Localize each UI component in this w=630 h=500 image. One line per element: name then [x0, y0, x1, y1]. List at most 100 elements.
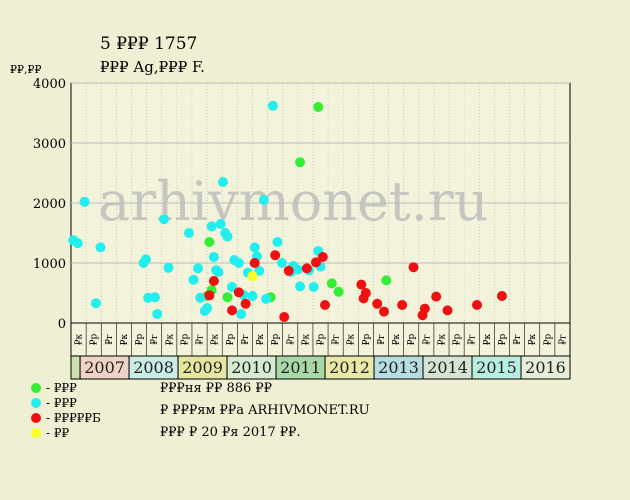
quarter-label: ₽к [347, 333, 357, 345]
data-point [270, 250, 281, 261]
quarter-label-row: ₽к ₽р ₽г ₽к ₽р ₽г ₽к ₽р ₽г ₽к ₽р ₽г ₽к ₽р ₽г ₽к ₽р ₽г ₽к ₽р… [70, 322, 571, 357]
quarter-label: ₽г [377, 334, 387, 345]
data-point [222, 292, 233, 303]
info-line-count: ₽₽₽ня ₽₽ 886 ₽₽ [160, 381, 272, 396]
data-point [204, 290, 215, 301]
quarter-label: ₽р [407, 334, 417, 346]
info-line-source: ₽ ₽₽₽ям ₽₽а ARHIVMONET.RU [160, 403, 370, 418]
year-label: 2015 [476, 358, 517, 377]
quarter-label: ₽г [105, 334, 115, 345]
info-line-date: ₽₽₽ ₽ 20 ₽я 2017 ₽₽. [160, 425, 301, 440]
data-point [202, 303, 213, 313]
data-point [149, 292, 160, 303]
data-point [213, 267, 224, 277]
watermark: arhivmonet.ru [98, 170, 488, 233]
quarter-label: ₽к [392, 333, 402, 345]
data-point [326, 278, 337, 289]
data-point [267, 100, 278, 111]
year-label: 2012 [329, 358, 370, 377]
data-point [261, 294, 272, 304]
data-point [183, 228, 194, 238]
data-point [247, 271, 258, 282]
data-point [240, 298, 251, 309]
data-point [140, 254, 151, 265]
data-point [247, 291, 258, 301]
data-point [158, 214, 169, 225]
data-point [272, 237, 283, 247]
data-point [442, 305, 453, 316]
quarter-label: ₽к [256, 333, 266, 345]
legend-label: - ₽₽ [46, 426, 70, 440]
data-point [195, 292, 206, 303]
year-label: 2009 [182, 358, 223, 377]
data-point [283, 265, 294, 276]
data-point [227, 282, 238, 292]
year-label: 2011 [280, 358, 321, 377]
data-point [233, 258, 244, 268]
data-point [372, 298, 383, 309]
quarter-label: ₽р [271, 334, 281, 346]
quarter-row-frame [70, 322, 571, 357]
data-point [431, 291, 442, 302]
data-point [79, 196, 90, 207]
data-point [206, 221, 217, 232]
quarter-label: ₽к [75, 333, 85, 345]
quarter-label: ₽г [332, 334, 342, 345]
quarter-label: ₽р [543, 334, 553, 346]
quarter-label: ₽г [468, 334, 478, 345]
plot-area: 0 1000 2000 3000 4000 [33, 77, 571, 332]
y-tick-label: 0 [58, 317, 66, 332]
data-point [249, 258, 260, 268]
y-tick-label: 4000 [33, 77, 66, 92]
quarter-label: ₽р [135, 334, 145, 346]
data-point [381, 275, 392, 286]
quarter-label: ₽к [528, 333, 538, 345]
chart-title: 5 ₽₽₽ 1757 [100, 34, 197, 54]
data-point [233, 287, 244, 298]
legend-marker [31, 428, 41, 438]
year-cell [70, 355, 81, 380]
quarter-label: ₽г [286, 334, 296, 345]
quarter-label: ₽к [120, 333, 130, 345]
data-point [356, 279, 367, 290]
legend-marker [31, 413, 41, 423]
data-point [279, 312, 290, 322]
quarter-label: ₽г [150, 334, 160, 345]
data-point [217, 177, 228, 187]
data-point [358, 293, 369, 304]
y-axis-label: ₽₽,₽₽ [10, 63, 42, 76]
legend-label: - ₽₽₽ [46, 381, 77, 395]
year-label: 2010 [231, 358, 272, 377]
y-tick-label: 1000 [33, 257, 66, 272]
data-point [379, 306, 390, 317]
chart-subtitle: ₽₽₽ Ag,₽₽₽ F. [100, 58, 205, 76]
data-point [72, 238, 83, 249]
legend-label: - ₽₽₽₽₽Б [46, 411, 101, 425]
gridlines [71, 82, 570, 324]
year-label: 2014 [427, 358, 468, 377]
data-point [408, 262, 419, 273]
data-point [249, 242, 260, 253]
quarter-label: ₽к [165, 333, 175, 345]
data-point [215, 219, 226, 229]
y-axis-ticks: 0 1000 2000 3000 4000 [33, 77, 66, 332]
data-points [68, 100, 507, 322]
data-point [222, 231, 233, 242]
data-point [90, 298, 101, 309]
info-block: ₽₽₽ня ₽₽ 886 ₽₽ ₽ ₽₽₽ям ₽₽а ARHIVMONET.R… [160, 381, 370, 440]
data-point [317, 252, 328, 262]
data-point [292, 264, 303, 275]
quarter-label: ₽г [422, 334, 432, 345]
year-cell [520, 355, 571, 380]
quarter-label: ₽к [211, 333, 221, 345]
y-tick-label: 3000 [33, 137, 66, 152]
year-label: 2013 [378, 358, 419, 377]
data-point [208, 252, 219, 262]
data-point [397, 300, 408, 310]
data-point [95, 242, 106, 253]
quarter-label: ₽р [90, 334, 100, 346]
data-point [333, 286, 344, 297]
data-point [193, 263, 204, 274]
legend-marker [31, 383, 41, 393]
